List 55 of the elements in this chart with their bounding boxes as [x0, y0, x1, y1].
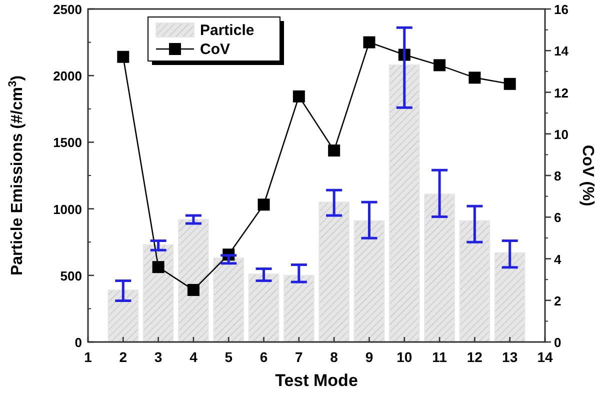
x-axis-title: Test Mode — [275, 371, 358, 390]
y2-axis-title: CoV (%) — [579, 144, 595, 206]
x-tick-label: 13 — [502, 349, 518, 365]
point — [328, 144, 340, 157]
bar — [494, 252, 526, 342]
bar — [108, 290, 139, 342]
bar — [178, 218, 209, 342]
y-tick-label: 500 — [60, 268, 82, 284]
y-tick-label: 2000 — [53, 68, 82, 84]
bar — [354, 220, 385, 342]
x-tick-label: 7 — [295, 349, 304, 365]
legend-label: Particle — [200, 22, 254, 39]
point — [258, 198, 270, 211]
y2-tick-label: 2 — [554, 293, 562, 308]
bar — [388, 64, 420, 342]
x-tick-label: 9 — [365, 349, 374, 365]
legend-label: CoV — [200, 41, 230, 58]
y2-tick-label: 6 — [554, 210, 562, 226]
y2-tick-label: 4 — [554, 252, 562, 267]
bar — [248, 274, 280, 342]
y2-tick-label: 12 — [554, 85, 568, 100]
x-tick-label: 2 — [119, 349, 128, 365]
x-tick-label: 8 — [330, 349, 338, 365]
x-tick-label: 6 — [260, 349, 268, 365]
x-tick-label: 4 — [190, 349, 198, 365]
x-tick-label: 5 — [224, 349, 233, 365]
point — [434, 59, 446, 72]
x-tick-label: 3 — [154, 349, 162, 365]
bar — [459, 220, 490, 342]
x-tick-label: 10 — [396, 349, 412, 365]
point — [468, 72, 481, 84]
y2-tick-label: 8 — [554, 168, 562, 184]
y2-tick-label: 10 — [554, 126, 568, 142]
x-tick-label: 12 — [466, 349, 483, 365]
y2-tick-label: 16 — [554, 2, 568, 17]
y-tick-label: 1500 — [53, 135, 82, 150]
point — [504, 78, 516, 90]
bar — [318, 202, 350, 342]
y-tick-label: 0 — [74, 335, 82, 350]
y-tick-label: 2500 — [53, 2, 82, 17]
point — [187, 284, 200, 296]
bar — [424, 194, 455, 342]
bar — [283, 274, 314, 342]
point — [152, 261, 164, 274]
bar — [213, 258, 244, 342]
y2-tick-label: 0 — [554, 335, 562, 350]
y2-tick-label: 14 — [554, 44, 570, 59]
point — [363, 36, 376, 48]
point — [292, 90, 305, 102]
y-tick-label: 1000 — [53, 202, 82, 217]
x-tick-label: 11 — [432, 349, 448, 365]
bar — [142, 244, 174, 342]
x-tick-label: 14 — [537, 349, 553, 365]
point — [117, 50, 130, 63]
x-tick-label: 1 — [84, 349, 92, 365]
